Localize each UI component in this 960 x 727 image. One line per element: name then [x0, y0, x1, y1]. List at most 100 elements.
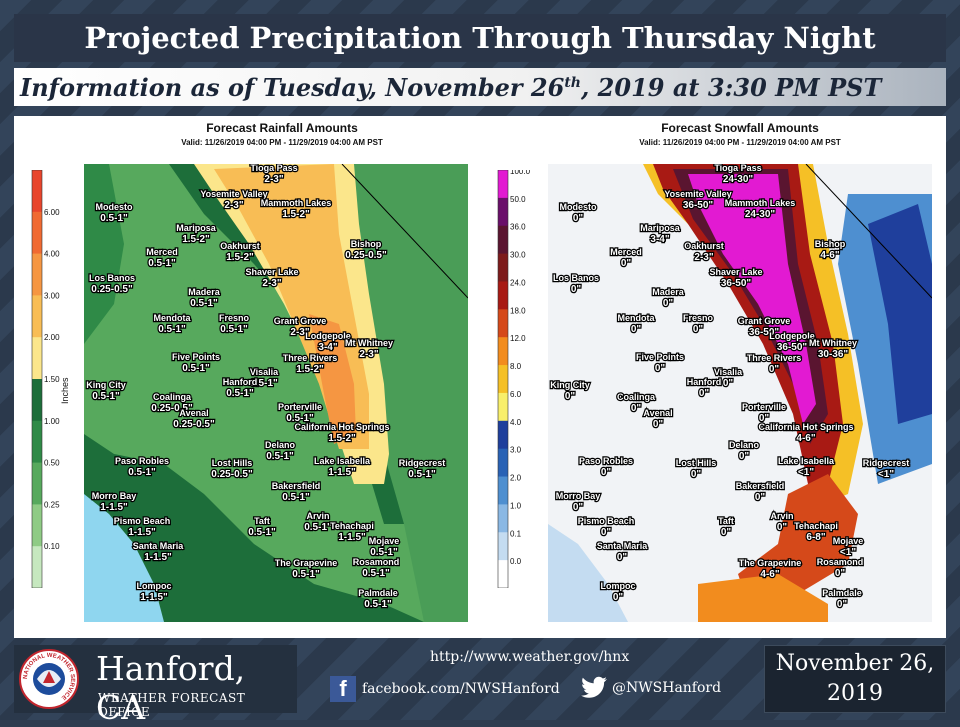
rain-units-label: Inches: [60, 377, 70, 404]
snow-location-amount: 36-50": [777, 342, 808, 353]
rain-location-name: Three Rivers: [283, 353, 338, 363]
rain-location-amount: 0.5-1": [266, 451, 294, 462]
snow-map-title: Forecast Snowfall Amounts: [661, 121, 819, 135]
rain-location-amount: 1-1.5": [338, 532, 366, 543]
rain-location-amount: 0.25-0.5": [151, 403, 193, 414]
snow-sierra-peak: [688, 174, 816, 424]
snow-location-name: Hanford: [687, 377, 722, 387]
rain-colorbar-segment: [32, 211, 42, 255]
snow-location-name: Shaver Lake: [709, 267, 762, 277]
rain-map-title: Forecast Rainfall Amounts: [206, 121, 358, 135]
date-line-2: 2019: [827, 681, 883, 706]
office-subtitle: WEATHER FORECAST OFFICE: [98, 691, 246, 719]
twitter-link[interactable]: @NWSHanford: [580, 676, 721, 700]
snow-location-name: California Hot Springs: [758, 422, 853, 432]
rain-location-name: Los Banos: [89, 273, 135, 283]
rain-location-amount: 2-3": [262, 278, 281, 289]
date-box: November 26, 2019: [764, 645, 946, 713]
rain-location-amount: 0.5-1": [182, 363, 210, 374]
snow-location-amount: 0": [573, 213, 584, 224]
rain-location-name: Merced: [146, 247, 178, 257]
maps-panel: Forecast Rainfall Amounts Valid: 11/26/2…: [14, 116, 946, 638]
info-timestamp: Information as of Tuesday, November 26th…: [14, 73, 881, 102]
snow-location-name: Lompoc: [601, 581, 636, 591]
rain-colorbar-tick: 1.50: [44, 375, 60, 384]
rain-location-amount: 0.5-1": [408, 469, 436, 480]
snow-location-amount: 0": [565, 391, 576, 402]
snow-location-amount: 0": [835, 568, 846, 579]
snow-location-amount: 0": [693, 324, 704, 335]
rain-location-name: Lodgepole: [305, 331, 351, 341]
snow-location-name: Bakersfield: [736, 481, 785, 491]
snow-colorbar-tick: 0.0: [510, 557, 522, 566]
snow-location-name: Mammoth Lakes: [725, 198, 796, 208]
title-bar: Projected Precipitation Through Thursday…: [14, 14, 946, 62]
website-link[interactable]: http://www.weather.gov/hnx: [430, 649, 630, 665]
rain-location-name: Lompoc: [137, 581, 172, 591]
snow-colorbar-segment: [498, 420, 508, 450]
snow-colorbar-segment: [498, 365, 508, 394]
snow-location-name: Taft: [718, 516, 734, 526]
rain-location-name: Delano: [265, 440, 296, 450]
snow-location-name: Arvin: [770, 511, 793, 521]
rain-location-amount: 0.25-0.5": [345, 250, 387, 261]
rain-location-amount: 0.5-1": [248, 527, 276, 538]
rain-location-name: Paso Robles: [115, 456, 169, 466]
rain-foothills: [169, 164, 404, 524]
snow-location-name: Three Rivers: [747, 353, 802, 363]
snow-location-amount: 0": [631, 324, 642, 335]
snow-location-name: Bishop: [815, 239, 846, 249]
rain-location-name: Porterville: [278, 402, 322, 412]
rain-location-amount: 0.5-1": [158, 324, 186, 335]
snow-colorbar-segment: [498, 281, 508, 310]
rain-location-name: Coalinga: [153, 392, 192, 402]
facebook-link[interactable]: f facebook.com/NWSHanford: [330, 676, 560, 702]
rain-location-amount: 0.5-1": [292, 569, 320, 580]
rain-colorbar-border: [31, 170, 43, 588]
rain-coast-north: [84, 164, 124, 344]
snow-map-valid: Valid: 11/26/2019 04:00 PM - 11/29/2019 …: [639, 138, 841, 147]
snow-colorbar-segment: [498, 392, 508, 422]
rain-location-amount: 1-1.5": [128, 527, 156, 538]
rain-location-amount: 3-4": [318, 342, 337, 353]
wfo-box: NATIONAL WEATHER SERVICE Hanford, CA WEA…: [14, 645, 297, 727]
rain-colorbar-tick: 4.00: [44, 250, 60, 259]
snow-colorbar-segment: [498, 532, 508, 561]
snow-location-name: Grant Grove: [738, 316, 791, 326]
rain-location-name: Hanford: [223, 377, 258, 387]
snow-colorbar-segment: [498, 225, 508, 255]
snow-location-name: Five Points: [636, 352, 684, 362]
snow-colorbar-tick: 36.0: [510, 223, 526, 232]
nws-logo: NATIONAL WEATHER SERVICE: [19, 649, 79, 709]
snow-location-name: Mojave: [833, 536, 864, 546]
rain-coast-south: [84, 434, 424, 622]
rain-location-amount: 0.5-1": [92, 391, 120, 402]
rain-colorbar-segment: [32, 337, 42, 380]
snow-location-amount: 6-8": [806, 532, 825, 543]
snow-location-amount: 0": [571, 284, 582, 295]
rain-location-name: Mammoth Lakes: [261, 198, 332, 208]
rain-colorbar-segment: [32, 253, 42, 296]
snow-location-amount: 0": [777, 522, 788, 533]
rain-location-name: Lake Isabella: [314, 456, 371, 466]
snow-whites-band: [868, 204, 932, 424]
rain-location-amount: 0.5-1": [282, 492, 310, 503]
snow-location-amount: 0": [739, 451, 750, 462]
snow-location-name: Lodgepole: [769, 331, 815, 341]
rain-colorbar-tick: 1.00: [44, 417, 60, 426]
snow-colorbar-tick: 30.0: [510, 251, 526, 260]
rain-colorbar-tick: 6.00: [44, 208, 60, 217]
snow-location-name: King City: [550, 380, 590, 390]
rain-colorbar-segment: [32, 504, 42, 547]
rain-location-name: Pismo Beach: [114, 516, 171, 526]
rain-location-amount: 0.5-1": [220, 324, 248, 335]
rain-location-amount: 1.5-2": [182, 234, 210, 245]
rain-colorbar-tick: 0.10: [44, 542, 60, 551]
snow-colorbar-tick: 50.0: [510, 195, 526, 204]
rain-colorbar-segment: [32, 170, 42, 213]
snow-colorbar-segment: [498, 197, 508, 227]
rain-location-amount: 0.5-1": [370, 547, 398, 558]
rain-map-valid: Valid: 11/26/2019 04:00 PM - 11/29/2019 …: [181, 138, 383, 147]
